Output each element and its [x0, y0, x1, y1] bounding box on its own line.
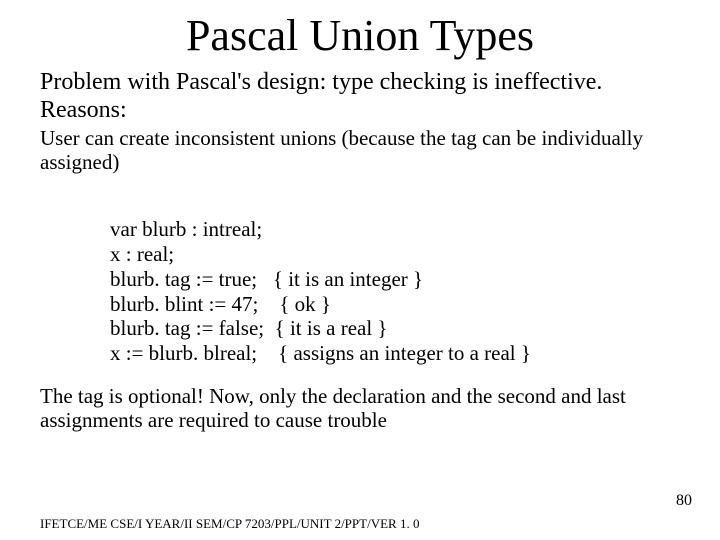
code-line: blurb. tag := false; { it is a real }	[110, 316, 388, 340]
problem-text: Problem with Pascal's design: type check…	[40, 69, 680, 124]
footer-text: IFETCE/ME CSE/I YEAR/II SEM/CP 7203/PPL/…	[40, 516, 419, 532]
reason-text: User can create inconsistent unions (bec…	[40, 126, 680, 174]
slide-title: Pascal Union Types	[40, 10, 680, 61]
code-line: blurb. blint := 47; { ok }	[110, 292, 331, 316]
code-line: x := blurb. blreal; { assigns an integer…	[110, 341, 531, 365]
code-block: var blurb : intreal; x : real; blurb. ta…	[110, 192, 680, 365]
code-line: blurb. tag := true; { it is an integer }	[110, 267, 423, 291]
code-line: var blurb : intreal;	[110, 217, 262, 241]
code-line: x : real;	[110, 242, 174, 266]
slide: Pascal Union Types Problem with Pascal's…	[0, 0, 720, 540]
closing-text: The tag is optional! Now, only the decla…	[40, 384, 680, 432]
page-number: 80	[676, 492, 692, 510]
